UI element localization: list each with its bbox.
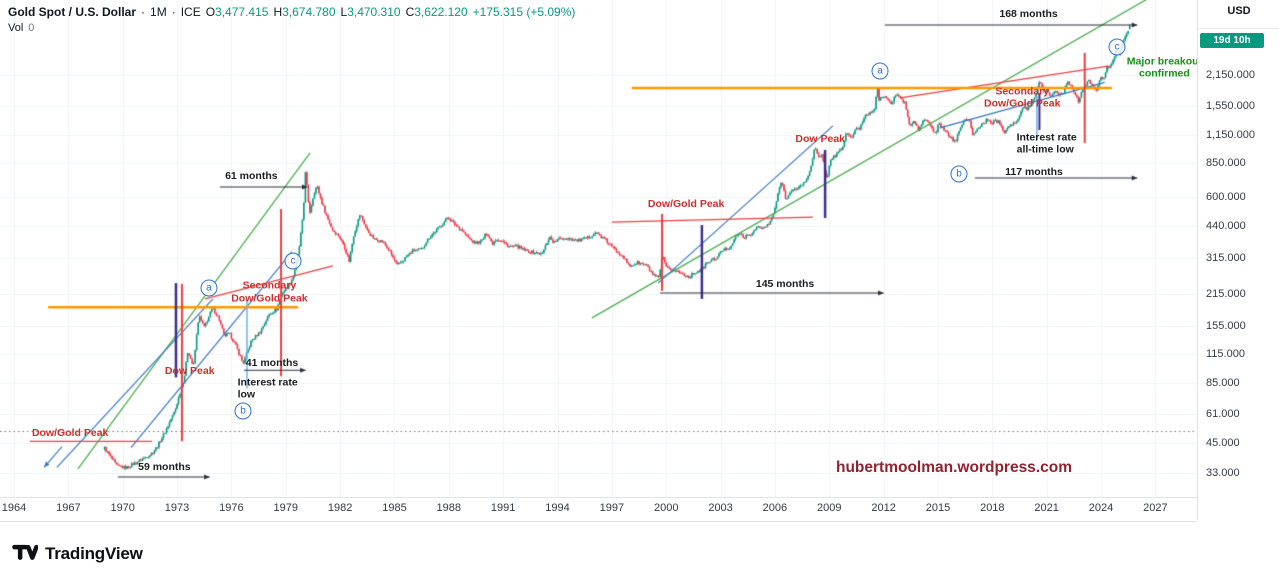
- year-tick-label: 1967: [56, 502, 81, 514]
- price-tick-label: 2,150.000: [1206, 68, 1255, 81]
- cycle-marker-b[interactable]: b: [950, 165, 968, 183]
- cycle-marker-c[interactable]: c: [1108, 38, 1126, 56]
- interval-label[interactable]: 1M: [150, 5, 167, 19]
- price-tick-label: 215.000: [1206, 288, 1246, 301]
- label-59-months[interactable]: 59 months: [138, 460, 191, 473]
- year-tick-label: 2000: [653, 502, 679, 514]
- year-tick-label: 2012: [871, 502, 896, 514]
- currency-label: USD: [1227, 5, 1251, 17]
- price-tick-label: 1,150.000: [1206, 128, 1255, 141]
- label-interest-rate-all-time-low[interactable]: Interest rate all-time low: [1016, 131, 1077, 156]
- separator-dot: ·: [171, 5, 176, 19]
- label-145-months[interactable]: 145 months: [755, 277, 815, 290]
- year-tick-label: 1964: [1, 502, 27, 514]
- symbol-title[interactable]: Gold Spot / U.S. Dollar: [8, 5, 137, 19]
- year-tick-label: 1988: [436, 502, 462, 514]
- footer-branding: TradingView: [12, 539, 143, 569]
- volume-value: 0: [28, 22, 35, 34]
- label-secondary-dow-gold-peak-2018[interactable]: Secondary Dow/Gold Peak: [983, 85, 1061, 110]
- year-tick-label: 2015: [925, 502, 951, 514]
- low-value: L3,470.310: [340, 5, 401, 19]
- cycle-marker-b[interactable]: b: [234, 402, 252, 420]
- label-interest-rate-low[interactable]: Interest rate low: [237, 376, 298, 401]
- label-117-months[interactable]: 117 months: [1005, 165, 1063, 178]
- separator-dot: ·: [141, 5, 146, 19]
- watermark-text: hubertmoolman.wordpress.com: [836, 459, 1072, 476]
- year-tick-label: 1970: [110, 502, 135, 514]
- volume-legend[interactable]: Vol 0: [8, 22, 34, 34]
- label-168-months[interactable]: 168 months: [999, 7, 1058, 20]
- label-dow-gold-peak-1966[interactable]: Dow/Gold Peak: [31, 427, 109, 440]
- cycle-marker-a[interactable]: a: [200, 279, 218, 297]
- price-tick-label: 440.000: [1206, 220, 1246, 233]
- volume-label: Vol: [8, 22, 24, 34]
- label-secondary-dow-gold-peak-1976[interactable]: Secondary Dow/Gold Peak: [231, 279, 308, 305]
- label-dow-peak-2007[interactable]: Dow Peak: [795, 132, 846, 145]
- label-dow-gold-peak-1999[interactable]: Dow/Gold Peak: [647, 197, 725, 210]
- year-tick-label: 1994: [545, 502, 570, 514]
- year-tick-label: 1976: [219, 502, 244, 514]
- price-tick-label: 850.000: [1206, 157, 1246, 170]
- exchange-label: ICE: [180, 5, 201, 19]
- symbol-legend[interactable]: Gold Spot / U.S. Dollar · 1M · ICE O3,47…: [8, 5, 575, 19]
- price-chart-canvas[interactable]: [0, 0, 1197, 497]
- high-value: H3,674.780: [273, 5, 336, 19]
- year-tick-label: 1982: [327, 502, 353, 514]
- price-tick-label: 155.000: [1206, 319, 1246, 332]
- tradingview-wordmark[interactable]: TradingView: [45, 544, 143, 563]
- label-dow-peak-1973[interactable]: Dow Peak: [164, 365, 215, 377]
- price-tick-label: 61.000: [1206, 408, 1240, 421]
- year-tick-label: 1985: [382, 502, 407, 514]
- year-tick-label: 2018: [980, 502, 1005, 514]
- cycle-marker-c[interactable]: c: [284, 252, 302, 270]
- label-41-months[interactable]: 41 months: [245, 356, 299, 369]
- axis-separator: [1198, 28, 1279, 29]
- year-tick-label: 1979: [273, 502, 298, 514]
- year-tick-label: 1973: [164, 502, 190, 514]
- year-tick-label: 2003: [708, 502, 733, 514]
- time-axis[interactable]: 1964 1967 1970 1973 1976 1979 1982 1985 1988 1991…: [0, 497, 1197, 522]
- chart-annotations-layer: 61 months 41 months Interest rate low 59 mon…: [31, 7, 1197, 473]
- label-61-months[interactable]: 61 months: [225, 170, 278, 183]
- close-value: C3,622.120: [405, 5, 468, 19]
- year-tick-label: 2009: [817, 502, 842, 514]
- tradingview-logo-icon[interactable]: [12, 541, 39, 568]
- year-tick-label: 2027: [1143, 502, 1168, 514]
- price-tick-label: 115.000: [1206, 347, 1245, 360]
- open-value: O3,477.415: [205, 5, 269, 19]
- cycle-marker-a[interactable]: a: [871, 62, 889, 80]
- price-tick-label: 85.000: [1206, 376, 1240, 389]
- year-tick-label: 2006: [762, 502, 788, 514]
- change-value: +175.315 (+5.09%): [472, 5, 576, 19]
- price-tick-label: 45.000: [1206, 437, 1240, 450]
- price-tick-label: 33.000: [1206, 466, 1240, 479]
- year-tick-label: 2021: [1034, 502, 1059, 514]
- price-axis[interactable]: USD 19d 10h 2,150.000 1,550.000 1,150.000 8…: [1197, 0, 1279, 520]
- price-tick-label: 1,550.000: [1206, 100, 1255, 113]
- label-major-breakout-confirmed[interactable]: Major breakout confirmed: [1126, 55, 1197, 81]
- price-tick-label: 600.000: [1206, 190, 1246, 203]
- year-tick-label: 1997: [599, 502, 625, 514]
- bar-countdown-badge: 19d 10h: [1200, 33, 1264, 48]
- year-tick-label: 1991: [490, 502, 516, 514]
- price-tick-label: 315.000: [1206, 251, 1246, 264]
- year-tick-label: 2024: [1088, 502, 1114, 514]
